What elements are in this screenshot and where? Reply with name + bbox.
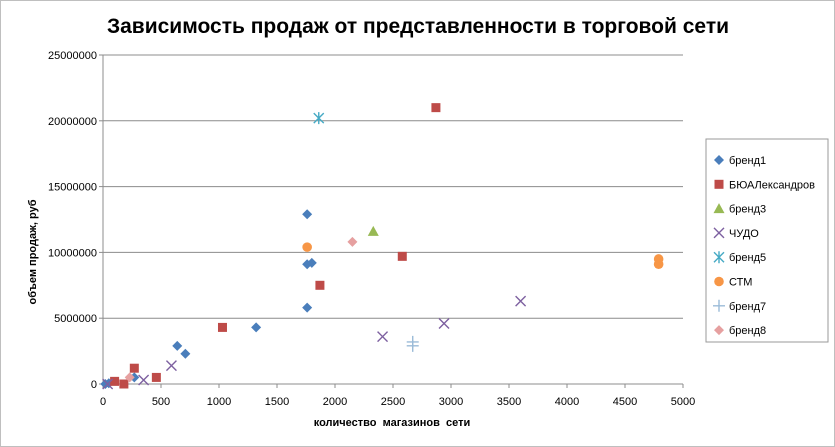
legend-label: бренд7 [729, 301, 766, 313]
data-point [138, 374, 150, 386]
data-point [217, 322, 227, 332]
x-axis-title: количество магазинов сети [314, 417, 471, 429]
legend-marker [713, 299, 725, 312]
x-tick-label: 500 [152, 396, 170, 408]
legend-label: бренд3 [729, 204, 766, 216]
data-point [653, 254, 664, 264]
x-tick-label: 1500 [265, 396, 289, 408]
data-point [151, 372, 161, 382]
legend-item: бренд8 [714, 325, 766, 337]
data-point [119, 379, 129, 389]
legend-marker [714, 276, 724, 287]
x-tick-label: 2500 [381, 396, 405, 408]
y-tick-label: 10000000 [48, 247, 97, 259]
legend-box [705, 138, 829, 343]
series-7 [406, 335, 419, 352]
legend-item: бренд5 [713, 251, 766, 264]
x-tick-label: 3000 [439, 396, 463, 408]
data-point [165, 360, 177, 372]
data-point [347, 236, 358, 247]
series-3 [367, 225, 379, 236]
data-point [313, 112, 325, 125]
legend-label: ЧУДО [729, 228, 759, 240]
legend-marker [713, 251, 725, 264]
data-point [302, 242, 312, 252]
y-tick-label: 15000000 [48, 182, 97, 194]
legend-label: бренд5 [729, 252, 766, 264]
series-1 [100, 209, 317, 389]
legend-label: бренд8 [729, 325, 766, 337]
x-tick-label: 4000 [555, 396, 579, 408]
data-points [100, 103, 664, 390]
x-tick-label: 3500 [497, 396, 521, 408]
legend-marker [714, 179, 724, 189]
y-tick-label: 20000000 [48, 116, 97, 128]
y-axis-title: объем продаж, руб [27, 199, 39, 304]
legend-item: бренд1 [714, 155, 766, 167]
data-point [306, 257, 317, 268]
x-tick-label: 2000 [323, 396, 347, 408]
data-point [172, 340, 183, 351]
data-point [397, 251, 407, 261]
legend-item: бренд3 [713, 203, 766, 216]
data-point [110, 376, 120, 386]
y-tick-labels: 0 5000000 10000000 15000000 20000000 25000000 [48, 50, 97, 391]
data-point [302, 209, 313, 220]
legend-label: СТМ [729, 277, 752, 289]
legend: бренд1 БЮАЛександров бренд3 ЧУДО бренд5 СТМ бр… [713, 155, 815, 337]
legend-marker [714, 155, 724, 165]
data-point [302, 302, 313, 313]
x-tick-label: 1000 [207, 396, 231, 408]
x-tick-label: 5000 [671, 396, 695, 408]
series-6 [302, 242, 664, 270]
series-8 [124, 236, 358, 383]
data-point [124, 372, 135, 383]
data-point [315, 280, 325, 290]
y-tick-label: 5000000 [54, 313, 97, 325]
series-4 [102, 295, 527, 390]
legend-marker [713, 203, 725, 214]
chart-title: Зависимость продаж от представленности в… [107, 15, 729, 38]
series-2 [110, 103, 441, 389]
legend-marker [713, 227, 725, 239]
y-tick-label: 25000000 [48, 50, 97, 62]
data-point [251, 322, 262, 333]
data-point [129, 363, 139, 373]
data-point [377, 331, 389, 343]
legend-label: БЮАЛександров [729, 179, 815, 191]
data-point [367, 225, 379, 236]
x-tick-label: 0 [100, 396, 106, 408]
y-tick-label: 0 [91, 379, 97, 391]
series-5 [313, 112, 325, 125]
data-point [438, 317, 450, 329]
data-point [406, 335, 419, 348]
legend-item: СТМ [714, 277, 752, 289]
data-point [180, 348, 191, 359]
legend-item: бренд7 [713, 299, 766, 313]
legend-item: ЧУДО [713, 227, 759, 240]
legend-item: БЮАЛександров [714, 179, 815, 191]
grid-lines [103, 54, 683, 319]
axes [99, 54, 684, 388]
legend-label: бренд1 [729, 155, 766, 167]
x-tick-labels: 0 500 1000 1500 2000 2500 3000 3500 4000 4500 5000 [100, 396, 695, 408]
x-tick-label: 4500 [613, 396, 637, 408]
data-point [515, 295, 527, 307]
data-point [102, 378, 114, 390]
legend-marker [714, 325, 724, 336]
data-point [431, 103, 441, 113]
